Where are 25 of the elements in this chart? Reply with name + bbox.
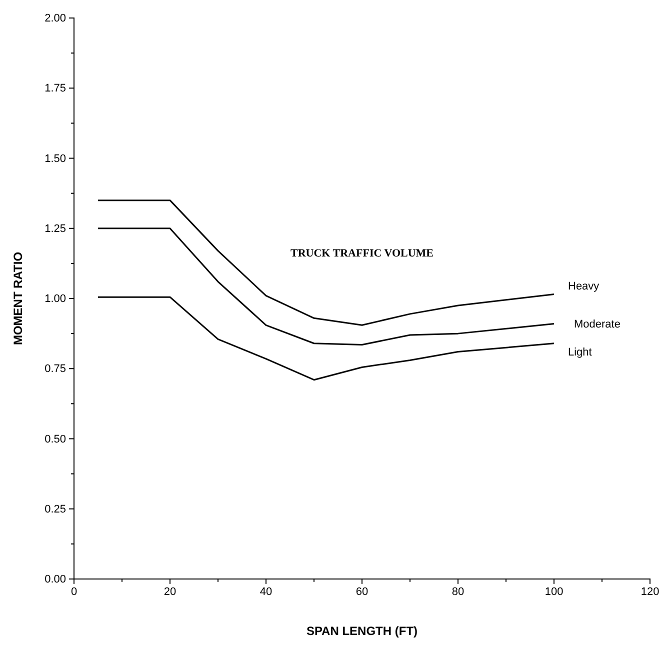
line-series [97,296,555,381]
line-series [97,228,555,346]
y-tick-label: 0.25 [44,503,66,516]
line-series [97,200,555,326]
y-tick-label: 1.25 [44,222,66,235]
y-tick-label: 0.50 [44,433,66,446]
x-tick-label: 120 [640,586,660,598]
y-tick-label: 0.00 [44,574,66,586]
x-tick-label: 60 [356,586,368,598]
x-axis-title: SPAN LENGTH (FT) [306,624,418,638]
y-tick-label: 1.50 [44,152,66,165]
x-tick-label: 0 [70,586,78,598]
x-tick-label: 20 [164,586,176,598]
y-tick-label: 2.00 [44,12,66,25]
series-label: Light [568,346,592,358]
legend-title: TRUCK TRAFFIC VOLUME [290,247,434,260]
y-tick-label: 1.00 [44,293,66,306]
y-axis-title: MOMENT RATIO [11,252,25,346]
y-tick-label: 1.75 [44,82,66,95]
x-tick-label: 100 [544,586,564,598]
series-label: Heavy [568,280,600,292]
y-tick-label: 0.75 [44,363,66,376]
series-label: Moderate [574,318,620,331]
x-tick-label: 40 [260,586,272,598]
x-tick-label: 80 [452,586,464,598]
